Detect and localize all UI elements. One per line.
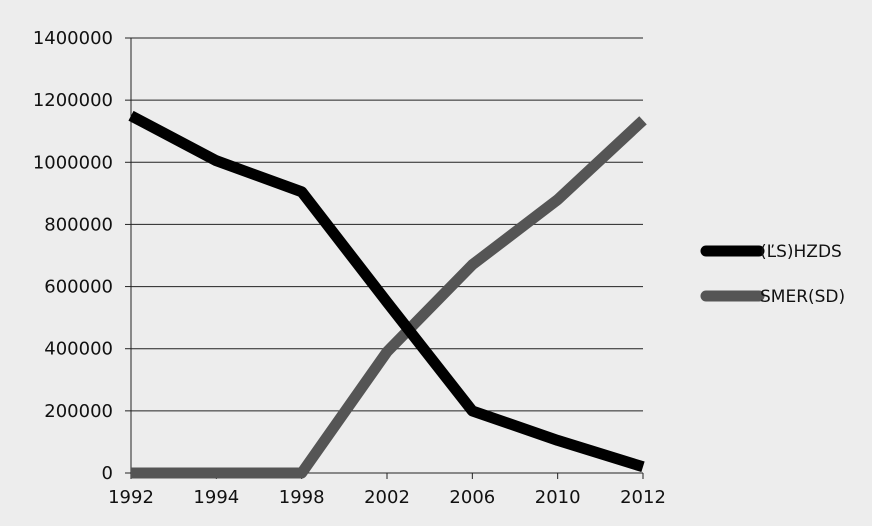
y-tick-label: 1200000 xyxy=(33,90,113,111)
x-axis-ticks: 1992 1994 1998 2002 2006 2010 2012 xyxy=(108,473,666,508)
x-tick-label: 2010 xyxy=(535,487,581,508)
y-tick-label: 800000 xyxy=(44,214,113,235)
legend-label: SMER(SD) xyxy=(760,287,845,307)
x-tick-label: 1994 xyxy=(193,487,239,508)
x-tick-label: 2006 xyxy=(449,487,495,508)
series-line-1 xyxy=(131,116,647,479)
y-tick-label: 0 xyxy=(102,463,113,484)
legend: (ĽS)HZDS SMER(SD) xyxy=(700,242,845,307)
x-tick-label: 2012 xyxy=(620,487,666,508)
y-tick-label: 200000 xyxy=(44,401,113,422)
y-axis-ticks: 0 200000 400000 600000 800000 1000000 1200000 1… xyxy=(33,28,131,484)
x-tick-label: 2002 xyxy=(364,487,410,508)
series-lines xyxy=(128,110,647,479)
series-line-0 xyxy=(128,110,645,473)
x-tick-label: 1998 xyxy=(279,487,325,508)
legend-label: (ĽS)HZDS xyxy=(760,242,842,262)
y-tick-label: 400000 xyxy=(44,339,113,360)
x-tick-label: 1992 xyxy=(108,487,154,508)
y-tick-label: 600000 xyxy=(44,277,113,298)
y-tick-label: 1000000 xyxy=(33,152,113,173)
y-tick-label: 1400000 xyxy=(33,28,113,49)
